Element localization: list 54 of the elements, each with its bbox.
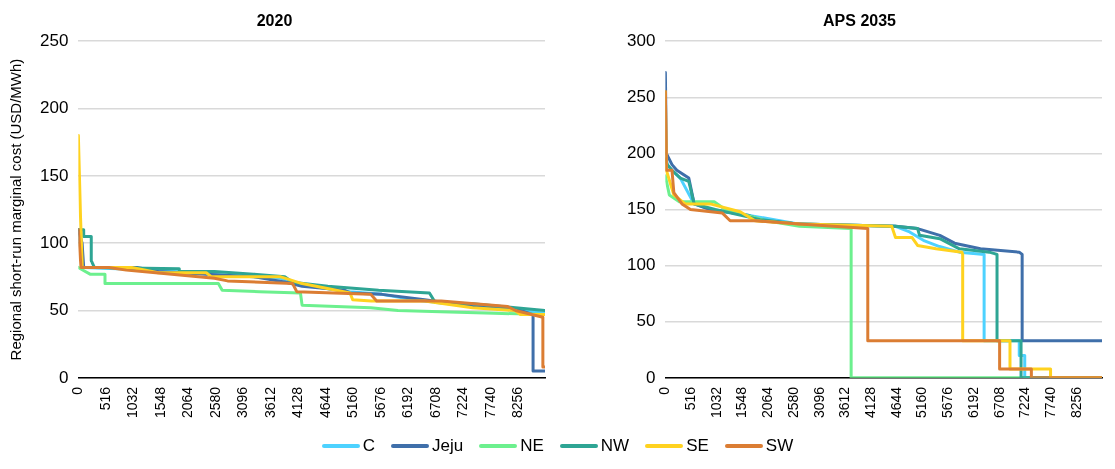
legend-label: Jeju <box>432 436 464 456</box>
x-tick-label: 1032 <box>707 386 724 419</box>
x-tick-label: 6192 <box>399 386 416 419</box>
x-tick-label: 0 <box>656 386 673 395</box>
x-tick-label: 7224 <box>454 386 471 419</box>
x-tick-label: 4644 <box>887 386 904 419</box>
legend-label: SW <box>765 436 794 456</box>
y-axis-title: Regional short-run marginal cost (USD/MWh) <box>7 58 25 361</box>
y-tick-label: 300 <box>626 30 656 50</box>
x-tick-label: 5676 <box>371 386 388 419</box>
legend-label: NW <box>600 436 630 456</box>
chart-title: 2020 <box>256 12 293 30</box>
x-tick-label: 7740 <box>1042 386 1059 419</box>
x-tick-label: 0 <box>69 386 86 395</box>
y-tick-label: 250 <box>626 87 656 106</box>
chart-title: APS 2035 <box>823 12 897 30</box>
x-tick-label: 4128 <box>861 386 878 419</box>
x-tick-label: 7224 <box>1016 386 1033 419</box>
x-tick-label: 3096 <box>810 386 827 419</box>
x-tick-label: 2064 <box>759 386 776 419</box>
y-tick-label: 200 <box>39 98 69 118</box>
y-tick-label: 50 <box>49 300 69 320</box>
y-tick-label: 150 <box>626 199 656 219</box>
y-tick-label: 250 <box>39 30 69 50</box>
y-tick-label: 200 <box>626 143 656 163</box>
x-tick-label: 8256 <box>509 386 526 419</box>
x-tick-label: 4128 <box>289 386 306 419</box>
x-tick-label: 6708 <box>426 386 443 419</box>
x-tick-label: 5676 <box>939 386 956 419</box>
x-tick-label: 2580 <box>206 386 223 419</box>
x-tick-label: 4644 <box>316 386 333 419</box>
x-tick-label: 3612 <box>836 386 853 419</box>
x-tick-label: 5160 <box>344 386 361 419</box>
y-tick-label: 100 <box>626 255 656 275</box>
x-tick-label: 3612 <box>261 386 278 419</box>
legend-label: C <box>362 436 376 456</box>
x-tick-label: 1032 <box>124 386 141 419</box>
x-tick-label: 6192 <box>964 386 981 419</box>
x-tick-label: 6708 <box>990 386 1007 419</box>
y-tick-label: 150 <box>39 165 69 185</box>
legend-label: NE <box>520 436 544 456</box>
x-tick-label: 7740 <box>481 386 498 419</box>
x-tick-label: 3096 <box>234 386 251 419</box>
x-tick-label: 516 <box>96 386 113 411</box>
legend-label: SE <box>686 436 709 456</box>
y-tick-label: 50 <box>636 311 656 331</box>
x-tick-label: 5160 <box>913 386 930 419</box>
y-tick-label: 100 <box>39 232 69 252</box>
x-tick-label: 1548 <box>733 386 750 419</box>
x-tick-label: 2580 <box>784 386 801 419</box>
x-tick-label: 8256 <box>1067 386 1084 419</box>
x-tick-label: 2064 <box>179 386 196 419</box>
x-tick-label: 1548 <box>151 386 168 419</box>
x-tick-label: 516 <box>681 386 698 411</box>
